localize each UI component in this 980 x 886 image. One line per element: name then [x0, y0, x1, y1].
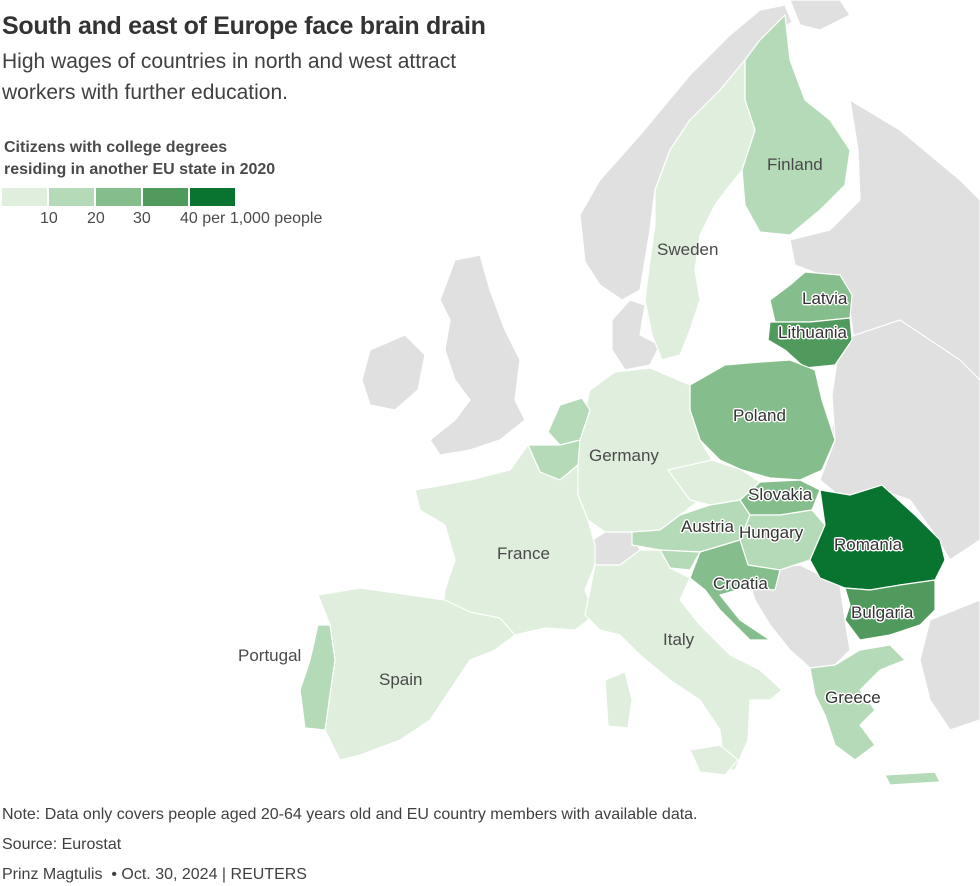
- uk-shape: [429, 254, 526, 456]
- source-line: Source: Eurostat: [2, 836, 122, 853]
- map-label-germany: Germany: [589, 446, 659, 465]
- italy-shape: [584, 549, 783, 771]
- iceland-like-scandinavia-tip: [789, 0, 851, 31]
- legend-title-line1: Citizens with college degrees: [4, 139, 228, 156]
- map-label-france: France: [497, 544, 550, 563]
- chart-subtitle: High wages of countries in north and wes…: [2, 50, 457, 104]
- finland-shape: [741, 14, 851, 236]
- legend-tick-20: 20: [87, 210, 105, 227]
- map-label-portugal: Portugal: [238, 646, 302, 665]
- lithuania-shape: [767, 317, 853, 369]
- map-label-austria: Austria: [681, 517, 734, 536]
- sweden-shape: [644, 59, 756, 361]
- legend-swatch-5: [190, 188, 235, 206]
- legend-tick-40: 40 per 1,000 people: [180, 210, 323, 227]
- map-label-spain: Spain: [379, 670, 423, 689]
- map-label-sweden: Sweden: [657, 240, 719, 259]
- chart-title: South and east of Europe face brain drai…: [2, 12, 486, 40]
- legend-swatch-3: [96, 188, 141, 206]
- europe-map: [299, 0, 980, 786]
- legend-swatch-1: [2, 188, 47, 206]
- map-label-croatia: Croatia: [713, 574, 768, 593]
- map-label-greece: Greece: [825, 688, 881, 707]
- legend-swatch-4: [143, 188, 188, 206]
- legend-tick-30: 30: [133, 210, 151, 227]
- map-label-bulgaria: Bulgaria: [851, 603, 914, 622]
- legend-title: Citizens with college degrees residing i…: [4, 137, 324, 181]
- map-label-romania: Romania: [834, 535, 903, 554]
- crete-shape: [884, 771, 941, 786]
- map-label-finland: Finland: [767, 155, 823, 174]
- sicily-shape: [689, 744, 739, 776]
- legend-title-line2: residing in another EU state in 2020: [4, 161, 276, 178]
- greece-shape: [809, 644, 906, 761]
- map-label-latvia: Latvia: [802, 289, 848, 308]
- footnote: Note: Data only covers people aged 20-64…: [2, 806, 698, 823]
- map-label-lithuania: Lithuania: [778, 323, 848, 342]
- bulgaria-shape: [844, 579, 936, 641]
- legend-tick-10: 10: [40, 210, 58, 227]
- credit-line: Prinz Magtulis • Oct. 30, 2024 | REUTERS: [2, 866, 307, 883]
- sardinia-shape: [604, 671, 633, 729]
- legend-swatches: [2, 188, 235, 206]
- croatia-shape: [689, 539, 781, 641]
- ireland-shape: [361, 334, 426, 411]
- map-label-poland: Poland: [733, 406, 786, 425]
- turkey-shape: [919, 599, 980, 731]
- legend-swatch-2: [49, 188, 94, 206]
- map-label-italy: Italy: [663, 630, 695, 649]
- portugal-shape: [299, 624, 336, 731]
- poland-shape: [689, 359, 836, 481]
- map-label-hungary: Hungary: [739, 523, 804, 542]
- map-label-slovakia: Slovakia: [748, 485, 813, 504]
